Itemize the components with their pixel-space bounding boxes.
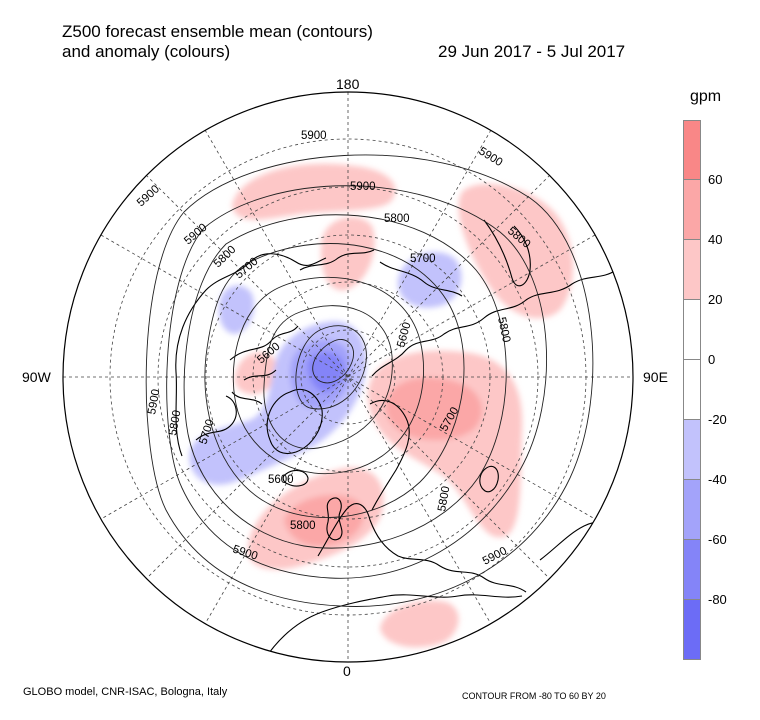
positive-anomaly-baffin [234,352,278,395]
colorbar-segment [683,420,701,480]
coast-north-america [175,253,327,457]
contour-label: 5900 [135,183,162,209]
coast-scandinavia [369,400,410,511]
colorbar-tick-label: -20 [708,412,727,427]
colorbar-segment [683,600,701,660]
map-border [62,91,634,663]
colorbar-segment [683,120,701,180]
positive-anomaly-africa [380,600,459,648]
coast-caspian [479,465,499,493]
contour-label: 5600 [268,474,294,486]
longitude-label-bottom: 0 [343,663,351,679]
contour-label: 5900 [350,181,376,193]
colorbar-tick-label: -80 [708,592,727,607]
title-line-1: Z500 forecast ensemble mean (contours) [62,22,373,41]
colorbar-unit: gpm [690,88,722,105]
colorbar [683,120,701,660]
colorbar-segment [683,180,701,240]
colorbar-tick-label: 20 [708,292,723,307]
coast-africa [263,594,523,661]
contour-label: 5900 [481,545,509,568]
chart-title: Z500 forecast ensemble mean (contours) a… [62,22,373,62]
contour-label: 5900 [476,145,504,169]
coast-kamchatka [483,219,531,287]
longitude-label-left: 90W [22,369,51,385]
colorbar-segment [683,240,701,300]
colorbar-tick-label: 60 [708,172,723,187]
contour-label: 5800 [212,244,239,270]
contour-label: 5800 [436,485,452,512]
contour-label: 5800 [384,213,410,225]
anomaly-shading [189,163,573,648]
colorbar-segment [683,300,701,360]
positive-anomaly-atlantic-core [284,494,364,547]
coast-iceland [282,469,309,487]
colorbar-segment [683,540,701,600]
longitude-label-top: 180 [336,76,360,92]
negative-anomaly-canada [218,285,255,334]
colorbar-tick-label: -40 [708,472,727,487]
contour-label: 5900 [146,388,162,415]
graticule [63,92,633,662]
colorbar-segment [683,360,701,420]
negative-anomaly-pole-core [307,351,345,393]
date-range: 29 Jun 2017 - 5 Jul 2017 [438,42,626,61]
contour-label: 5700 [410,253,436,265]
colorbar-tick-label: 0 [708,352,716,367]
height-contours [145,154,594,607]
coast-alaska [299,249,463,297]
footer-model: GLOBO model, CNR-ISAC, Bologna, Italy [23,686,228,698]
title-line-2: and anomaly (colours) [62,42,231,61]
coast-hudson [195,395,237,441]
contour-label: 5800 [290,520,316,532]
coast-siberia [371,269,617,377]
contour-label: 5800 [495,316,512,344]
colorbar-tick-label: -60 [708,532,727,547]
contour-label: 5900 [301,130,327,142]
coast-british-isles [326,497,343,541]
contour-label: 5800 [167,409,183,436]
longitude-label-right: 90E [643,369,668,385]
colorbar-segment [683,480,701,540]
contour-label-group: 5900 5900 5900 5900 5900 5900 5900 5900 … [135,130,532,568]
positive-anomaly-pacific [232,163,396,220]
coast-greenland [266,388,323,455]
positive-anomaly-east-siberia [458,183,573,319]
footer-contour-info: CONTOUR FROM -80 TO 60 BY 20 [462,691,606,701]
contour-label: 5700 [233,256,260,282]
colorbar-tick-label: 40 [708,232,723,247]
contour-label: 5600 [395,321,413,349]
coast-europe [317,503,527,593]
